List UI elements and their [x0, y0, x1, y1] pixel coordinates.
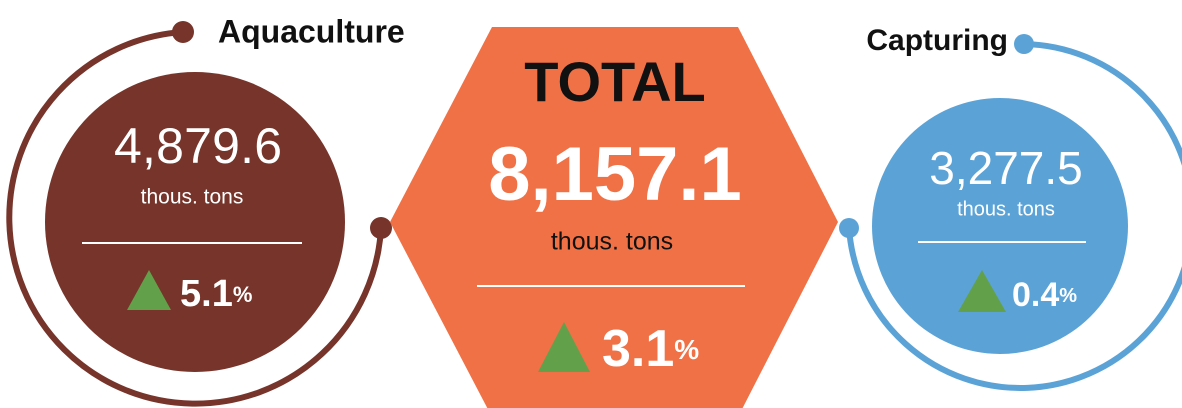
percent-sign: % [1059, 285, 1077, 307]
change: 3.1% [602, 320, 699, 378]
unit: thous. tons [141, 186, 244, 209]
change: 5.1% [180, 273, 252, 315]
ring-arc [846, 41, 1182, 391]
circle [45, 72, 345, 372]
unit: thous. tons [957, 198, 1055, 220]
value: 4,879.6 [114, 118, 282, 174]
hexagon [390, 27, 838, 408]
ring-dot [839, 218, 859, 238]
ring-arc [6, 29, 384, 407]
change: 0.4% [1012, 276, 1077, 314]
up-triangle [958, 270, 1006, 312]
label: Capturing [866, 24, 1008, 57]
change-value: 3.1 [602, 320, 674, 378]
ring-dot [1014, 34, 1034, 54]
circle [872, 98, 1128, 354]
up-triangle [538, 322, 590, 372]
percent-sign: % [674, 334, 699, 365]
value: 8,157.1 [488, 132, 742, 217]
percent-sign: % [233, 282, 253, 307]
up-triangle [127, 270, 171, 310]
unit: thous. tons [551, 228, 673, 256]
value: 3,277.5 [929, 142, 1082, 194]
change-value: 0.4 [1012, 276, 1059, 314]
label: TOTAL [524, 50, 705, 113]
change-value: 5.1 [180, 273, 233, 315]
ring-dot [370, 217, 392, 239]
label: Aquaculture [218, 13, 405, 49]
ring-dot [172, 21, 194, 43]
